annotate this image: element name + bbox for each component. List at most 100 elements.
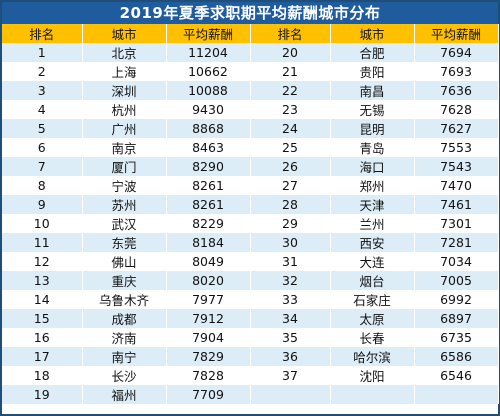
cell-rank-left: 10 xyxy=(2,214,83,233)
cell-rank-left: 2 xyxy=(2,62,83,81)
cell-rank-right: 30 xyxy=(250,233,331,252)
table-row: 17 南宁 7829 36 哈尔滨 6586 xyxy=(2,347,499,366)
cell-salary-left: 8261 xyxy=(166,195,251,214)
cell-city-left: 佛山 xyxy=(82,252,167,271)
cell-city-left: 南京 xyxy=(82,138,167,157)
cell-rank-right: 22 xyxy=(250,81,331,100)
cell-rank-left: 9 xyxy=(2,195,83,214)
cell-salary-left: 8020 xyxy=(166,271,251,290)
cell-city-right: 海口 xyxy=(330,157,415,176)
header-rank-left: 排名 xyxy=(2,24,83,43)
cell-city-right: 南昌 xyxy=(330,81,415,100)
cell-salary-right: 7628 xyxy=(414,100,499,119)
cell-salary-right: 7627 xyxy=(414,119,499,138)
table-row: 16 济南 7904 35 长春 6735 xyxy=(2,328,499,347)
cell-rank-left: 12 xyxy=(2,252,83,271)
cell-salary-left: 7977 xyxy=(166,290,251,309)
cell-rank-left: 11 xyxy=(2,233,83,252)
cell-salary-left: 7828 xyxy=(166,366,251,385)
cell-salary-left: 11204 xyxy=(166,43,251,62)
cell-rank-right: 27 xyxy=(250,176,331,195)
cell-rank-left: 8 xyxy=(2,176,83,195)
cell-city-left: 长沙 xyxy=(82,366,167,385)
cell-salary-right: 7694 xyxy=(414,43,499,62)
cell-rank-right: 26 xyxy=(250,157,331,176)
cell-salary-left: 9430 xyxy=(166,100,251,119)
cell-salary-left: 7829 xyxy=(166,347,251,366)
cell-salary-left: 7912 xyxy=(166,309,251,328)
cell-city-left: 苏州 xyxy=(82,195,167,214)
table-row: 4 杭州 9430 23 无锡 7628 xyxy=(2,100,499,119)
cell-rank-left: 5 xyxy=(2,119,83,138)
cell-city-right: 石家庄 xyxy=(330,290,415,309)
cell-rank-left: 1 xyxy=(2,43,83,62)
cell-salary-right xyxy=(414,385,499,404)
cell-city-right: 哈尔滨 xyxy=(330,347,415,366)
cell-rank-right: 32 xyxy=(250,271,331,290)
cell-city-right: 贵阳 xyxy=(330,62,415,81)
cell-salary-right: 7301 xyxy=(414,214,499,233)
header-rank-right: 排名 xyxy=(250,24,331,43)
cell-city-right: 合肥 xyxy=(330,43,415,62)
cell-salary-right: 6992 xyxy=(414,290,499,309)
cell-salary-right: 7636 xyxy=(414,81,499,100)
table-body: 1 北京 11204 20 合肥 7694 2 上海 10662 21 贵阳 7693 3 深圳 10088… xyxy=(2,43,499,404)
table-row: 10 武汉 8229 29 兰州 7301 xyxy=(2,214,499,233)
cell-salary-right: 6735 xyxy=(414,328,499,347)
cell-salary-right: 6546 xyxy=(414,366,499,385)
cell-rank-right: 21 xyxy=(250,62,331,81)
cell-city-left: 厦门 xyxy=(82,157,167,176)
cell-city-left: 济南 xyxy=(82,328,167,347)
cell-rank-right: 34 xyxy=(250,309,331,328)
cell-city-left: 成都 xyxy=(82,309,167,328)
cell-rank-left: 13 xyxy=(2,271,83,290)
cell-city-right: 大连 xyxy=(330,252,415,271)
cell-rank-left: 14 xyxy=(2,290,83,309)
cell-city-right: 烟台 xyxy=(330,271,415,290)
table-row: 5 广州 8868 24 昆明 7627 xyxy=(2,119,499,138)
cell-rank-right: 33 xyxy=(250,290,331,309)
salary-table: 排名 城市 平均薪酬 排名 城市 平均薪酬 1 北京 11204 20 合肥 7694 2 上… xyxy=(2,24,499,404)
cell-rank-left: 19 xyxy=(2,385,83,404)
table-row: 9 苏州 8261 28 天津 7461 xyxy=(2,195,499,214)
table-row: 11 东莞 8184 30 西安 7281 xyxy=(2,233,499,252)
cell-city-left: 东莞 xyxy=(82,233,167,252)
cell-rank-right: 37 xyxy=(250,366,331,385)
cell-rank-right: 25 xyxy=(250,138,331,157)
cell-city-right: 西安 xyxy=(330,233,415,252)
cell-salary-right: 7005 xyxy=(414,271,499,290)
cell-salary-right: 7553 xyxy=(414,138,499,157)
cell-city-right: 昆明 xyxy=(330,119,415,138)
header-row: 排名 城市 平均薪酬 排名 城市 平均薪酬 xyxy=(2,24,499,43)
cell-city-right xyxy=(330,385,415,404)
cell-city-left: 上海 xyxy=(82,62,167,81)
cell-city-left: 南宁 xyxy=(82,347,167,366)
cell-city-right: 郑州 xyxy=(330,176,415,195)
table-row: 13 重庆 8020 32 烟台 7005 xyxy=(2,271,499,290)
cell-salary-left: 8049 xyxy=(166,252,251,271)
header-salary-left: 平均薪酬 xyxy=(166,24,251,43)
cell-city-left: 广州 xyxy=(82,119,167,138)
cell-rank-right: 36 xyxy=(250,347,331,366)
cell-city-right: 兰州 xyxy=(330,214,415,233)
cell-city-left: 福州 xyxy=(82,385,167,404)
cell-rank-left: 3 xyxy=(2,81,83,100)
cell-rank-left: 7 xyxy=(2,157,83,176)
cell-rank-left: 16 xyxy=(2,328,83,347)
table-row: 3 深圳 10088 22 南昌 7636 xyxy=(2,81,499,100)
cell-salary-left: 8463 xyxy=(166,138,251,157)
cell-rank-right xyxy=(250,385,331,404)
cell-city-right: 太原 xyxy=(330,309,415,328)
cell-city-left: 北京 xyxy=(82,43,167,62)
cell-salary-right: 6586 xyxy=(414,347,499,366)
cell-salary-left: 8184 xyxy=(166,233,251,252)
cell-rank-right: 31 xyxy=(250,252,331,271)
cell-salary-right: 6897 xyxy=(414,309,499,328)
cell-salary-left: 7904 xyxy=(166,328,251,347)
cell-salary-left: 10662 xyxy=(166,62,251,81)
cell-rank-left: 15 xyxy=(2,309,83,328)
cell-salary-left: 10088 xyxy=(166,81,251,100)
table-row: 2 上海 10662 21 贵阳 7693 xyxy=(2,62,499,81)
cell-rank-right: 29 xyxy=(250,214,331,233)
cell-salary-right: 7470 xyxy=(414,176,499,195)
